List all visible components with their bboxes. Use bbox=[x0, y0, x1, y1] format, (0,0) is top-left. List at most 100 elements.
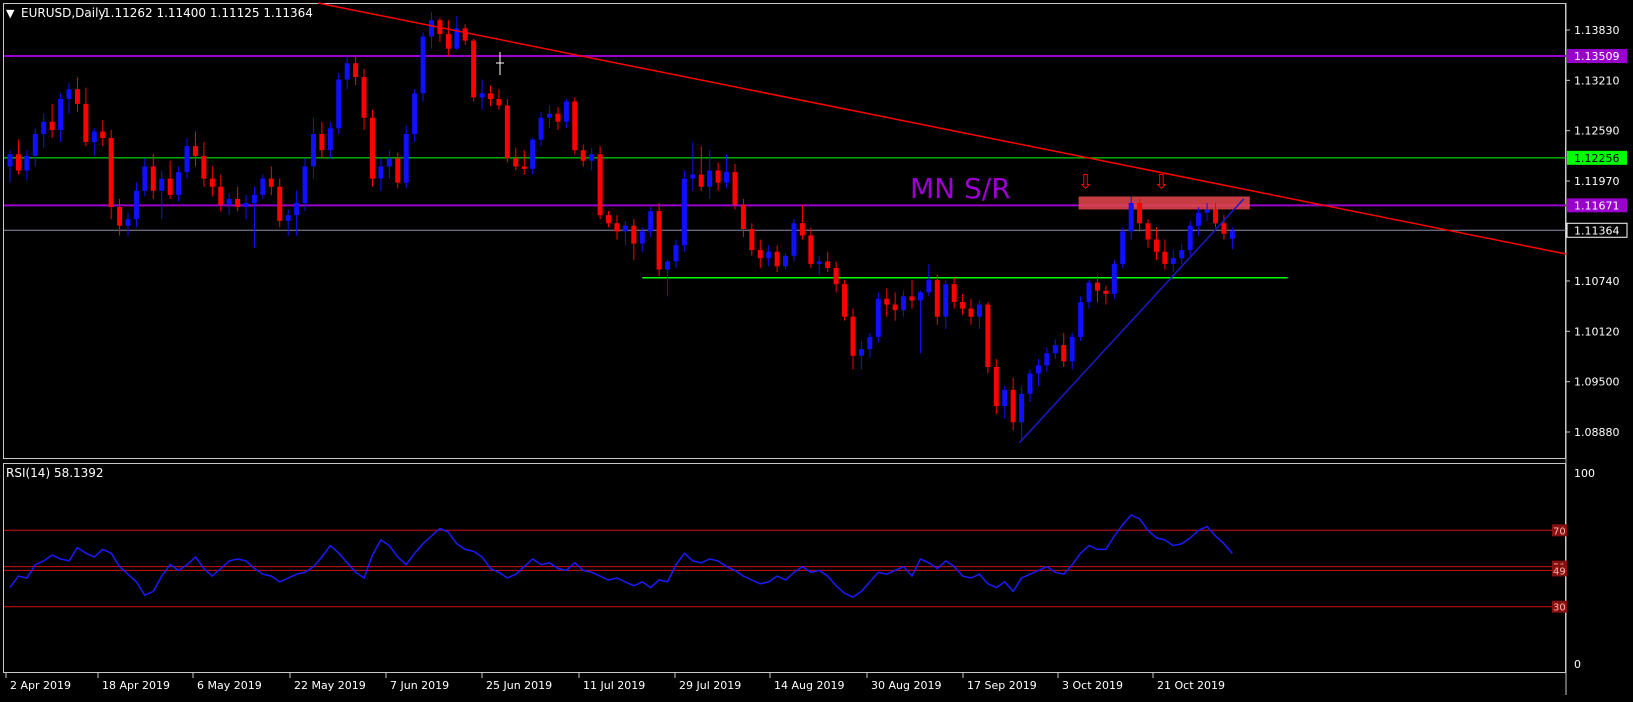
candle-body bbox=[15, 154, 21, 171]
candle-body bbox=[926, 280, 932, 293]
candle-body bbox=[850, 316, 856, 356]
candle-body bbox=[842, 284, 848, 317]
price-tick-label: 1.13210 bbox=[1574, 74, 1620, 87]
candle-body bbox=[209, 178, 215, 187]
candle-body bbox=[133, 190, 139, 220]
mn-sr-zone bbox=[1078, 196, 1250, 210]
time-tick-label: 25 Jun 2019 bbox=[486, 679, 552, 692]
candle-body bbox=[917, 292, 923, 301]
candle-body bbox=[749, 228, 755, 251]
time-tick-label: 11 Jul 2019 bbox=[583, 679, 645, 692]
candle-body bbox=[1229, 230, 1235, 239]
candle-body bbox=[968, 308, 974, 317]
candle-body bbox=[1078, 302, 1084, 337]
candle-body bbox=[766, 251, 772, 259]
green-upper-badge-label: 1.12256 bbox=[1574, 152, 1620, 165]
price-tick-label: 1.08880 bbox=[1574, 426, 1620, 439]
candle-body bbox=[530, 139, 536, 169]
candle-body bbox=[1035, 365, 1041, 374]
candle-body bbox=[251, 194, 257, 203]
candle-body bbox=[336, 79, 342, 129]
candle-body bbox=[732, 172, 738, 205]
candle-body bbox=[639, 231, 645, 244]
candle-body bbox=[1170, 258, 1176, 264]
rsi-tick-label: 100 bbox=[1574, 467, 1595, 480]
candle-body bbox=[117, 207, 123, 226]
price-pane: ⇩ ⇩ bbox=[4, 2, 1567, 444]
candle-body bbox=[277, 186, 283, 221]
candle-body bbox=[538, 117, 544, 140]
candle-body bbox=[412, 93, 418, 134]
time-tick-label: 22 May 2019 bbox=[294, 679, 366, 692]
candle-body bbox=[1103, 290, 1109, 294]
candle-body bbox=[100, 131, 106, 139]
candle-body bbox=[631, 225, 637, 244]
time-tick-label: 21 Oct 2019 bbox=[1157, 679, 1225, 692]
candle-body bbox=[361, 77, 367, 118]
candle-body bbox=[1086, 282, 1092, 303]
candle-body bbox=[791, 223, 797, 256]
candle-body bbox=[1069, 336, 1075, 362]
price-tick-label: 1.10120 bbox=[1574, 325, 1620, 338]
rsi-level-label-70: 70 bbox=[1553, 526, 1566, 537]
rsi-pane: 70514930 bbox=[4, 514, 1567, 614]
support-trendline bbox=[1019, 198, 1245, 444]
candle-body bbox=[504, 105, 510, 159]
candle-body bbox=[429, 20, 434, 37]
candle-body bbox=[403, 133, 409, 183]
green-upper-badge bbox=[1567, 150, 1627, 165]
candle-body bbox=[184, 146, 190, 173]
candle-body bbox=[1010, 389, 1016, 423]
purple-lower-badge-label: 1.11671 bbox=[1574, 199, 1620, 212]
candle-body bbox=[142, 166, 148, 191]
price-tick-label: 1.11970 bbox=[1574, 175, 1620, 188]
candle-body bbox=[513, 158, 519, 167]
candle-body bbox=[901, 296, 907, 311]
candle-body bbox=[622, 225, 628, 232]
candle-body bbox=[58, 99, 64, 130]
candle-body bbox=[1212, 209, 1218, 224]
candle-body bbox=[1179, 250, 1185, 259]
candle-body bbox=[951, 284, 957, 303]
candle-body bbox=[285, 215, 291, 221]
rsi-level-badge-49 bbox=[1552, 564, 1567, 577]
time-tick-label: 14 Aug 2019 bbox=[774, 679, 844, 692]
candle-body bbox=[825, 261, 831, 268]
candle-body bbox=[1019, 393, 1025, 423]
symbol-menu-icon[interactable]: ▼ bbox=[6, 7, 15, 20]
candle-body bbox=[833, 267, 839, 285]
candle-body bbox=[260, 178, 266, 195]
candle-body bbox=[7, 154, 13, 167]
candle-body bbox=[724, 172, 730, 183]
rsi-line bbox=[9, 514, 1233, 598]
price-tick-label: 1.09500 bbox=[1574, 376, 1620, 389]
candle-body bbox=[454, 28, 460, 49]
mn-sr-label: MN S/R bbox=[910, 172, 1011, 205]
candle-body bbox=[1187, 225, 1193, 251]
ohlc-readout: 1.11262 1.11400 1.11125 1.11364 bbox=[103, 6, 313, 20]
candle-body bbox=[884, 298, 890, 305]
candle-body bbox=[32, 133, 38, 156]
candle-body bbox=[976, 304, 982, 317]
candle-body bbox=[875, 298, 881, 337]
candle-body bbox=[125, 219, 131, 226]
candle-body bbox=[471, 40, 477, 98]
candle-body bbox=[1094, 282, 1100, 291]
candle-body bbox=[665, 261, 671, 270]
candle-body bbox=[235, 198, 241, 208]
candle-body bbox=[1162, 251, 1168, 264]
candle-body bbox=[488, 93, 494, 100]
candle-body bbox=[589, 154, 595, 161]
candle-body bbox=[858, 349, 864, 356]
candle-body bbox=[757, 250, 763, 259]
candle-body bbox=[1061, 345, 1067, 362]
candle-body bbox=[378, 166, 384, 179]
candle-body bbox=[690, 174, 696, 179]
current-price-badge bbox=[1566, 222, 1628, 238]
rsi-level-label-30: 30 bbox=[1553, 603, 1566, 614]
rsi-level-badge-30 bbox=[1552, 600, 1567, 613]
candle-body bbox=[479, 93, 485, 98]
candle-body bbox=[1027, 373, 1033, 394]
